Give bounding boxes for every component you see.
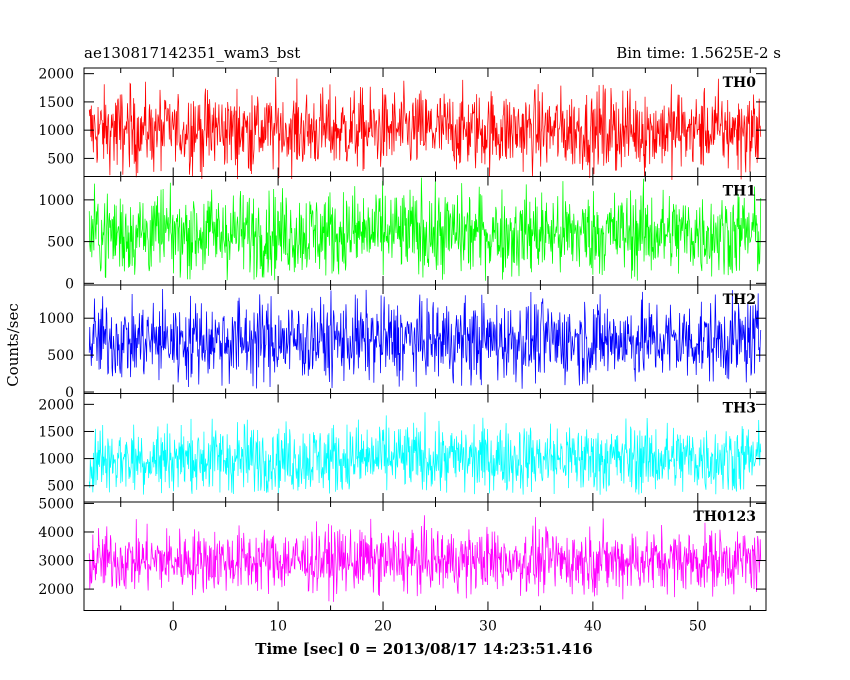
y-tick-label: 1000 <box>38 311 74 327</box>
panel-th1: 0 500 1000 TH1 <box>38 176 767 292</box>
series-line-th0 <box>88 76 762 180</box>
series-line-th3 <box>88 412 762 495</box>
y-tick-label: 1000 <box>38 123 74 139</box>
x-tick-label: 20 <box>374 619 392 635</box>
x-axis-label: Time [sec] 0 = 2013/08/17 14:23:51.416 <box>255 640 592 658</box>
y-tick-label: 2000 <box>38 397 74 413</box>
x-tick-label: 10 <box>269 619 287 635</box>
y-tick-label: 2000 <box>38 582 74 598</box>
y-tick-label: 0 <box>65 385 74 401</box>
x-tick-label: 40 <box>584 619 602 635</box>
panel-label: TH3 <box>723 401 756 417</box>
x-tick-label: 50 <box>689 619 707 635</box>
y-tick-label: 2000 <box>38 67 74 83</box>
y-tick-label: 0 <box>65 276 74 292</box>
y-tick-label: 1000 <box>38 193 74 209</box>
panel-th2: 0 500 1000 TH2 <box>38 284 767 401</box>
bin-time-label: Bin time: 1.5625E-2 s <box>616 44 781 62</box>
panel-label: TH2 <box>723 292 756 308</box>
panel-frame <box>83 393 767 503</box>
series-line-th2 <box>88 289 762 389</box>
y-tick-label: 1500 <box>38 95 74 111</box>
series-line-th0123 <box>88 515 762 602</box>
series-line-th1 <box>88 177 762 281</box>
y-tick-label: 1500 <box>38 424 74 440</box>
panel-frame <box>83 501 767 611</box>
y-tick-label: 3000 <box>38 554 74 570</box>
chart-title: ae130817142351_wam3_bst <box>84 44 300 62</box>
panel-th3: 500 1000 1500 2000 TH3 <box>38 393 767 503</box>
y-tick-label: 500 <box>47 479 74 495</box>
y-tick-label: 500 <box>47 235 74 251</box>
y-tick-label: 500 <box>47 151 74 167</box>
y-tick-label: 5000 <box>38 496 74 512</box>
panel-th0: 500 1000 1500 2000 TH0 <box>38 67 767 180</box>
panel-th0123: 2000 3000 4000 5000 TH0123 <box>38 496 767 611</box>
panels-group: 500100015002000TH005001000TH105001000TH2… <box>38 67 767 635</box>
x-tick-label: 0 <box>169 619 178 635</box>
x-tick-label: 30 <box>479 619 497 635</box>
y-tick-label: 1000 <box>38 452 74 468</box>
y-tick-label: 500 <box>47 348 74 364</box>
panel-label: TH0 <box>723 75 757 91</box>
panel-label: TH1 <box>723 184 756 200</box>
y-axis-label: Counts/sec <box>4 303 22 387</box>
y-tick-label: 4000 <box>38 525 74 541</box>
panel-label: TH0123 <box>693 509 756 525</box>
